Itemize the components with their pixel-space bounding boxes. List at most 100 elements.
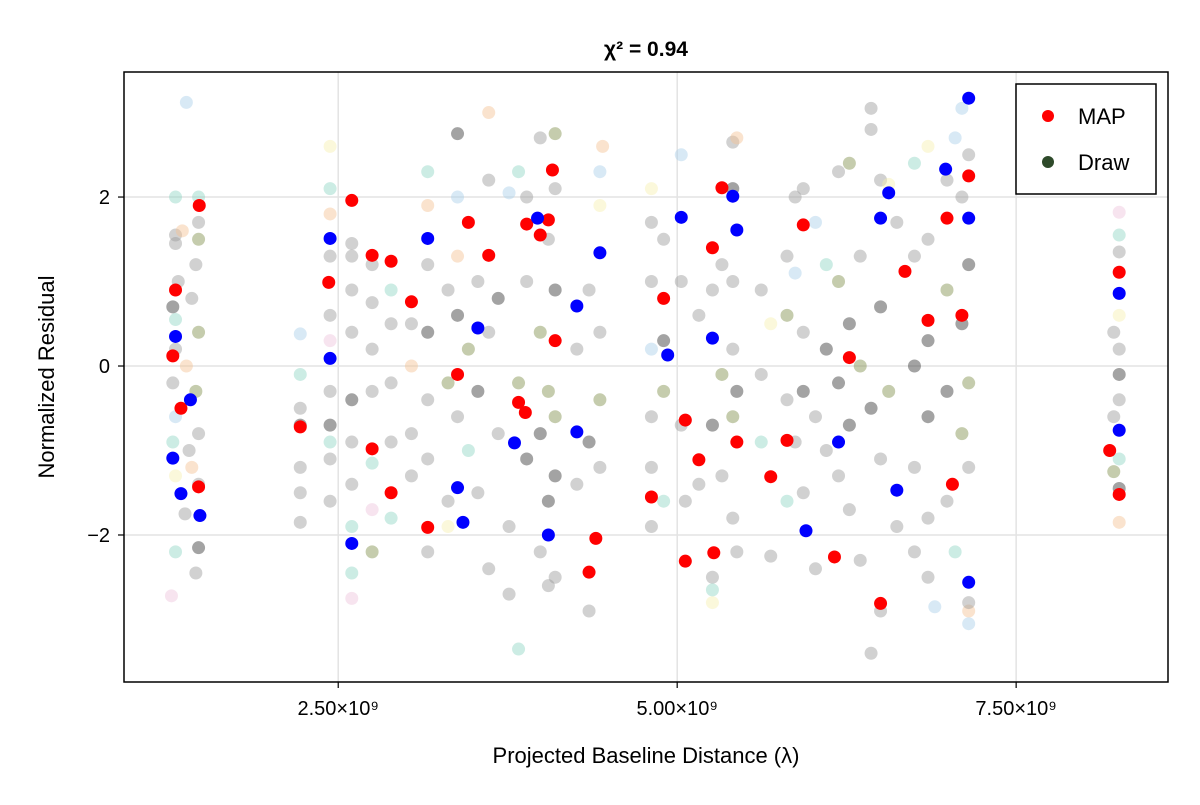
blue-point xyxy=(451,481,465,495)
draw-point xyxy=(293,327,307,341)
draw-point xyxy=(921,232,935,246)
draw-point xyxy=(169,545,183,559)
draw-point xyxy=(548,182,562,196)
plot-frame xyxy=(123,71,1169,683)
draw-point xyxy=(1112,228,1126,242)
draw-point xyxy=(582,604,596,618)
draw-point xyxy=(780,249,794,263)
x-tick-label: 2.50×10⁹ xyxy=(298,698,379,720)
draw-point xyxy=(874,300,888,314)
draw-point xyxy=(404,317,418,331)
draw-point xyxy=(796,182,810,196)
draw-point xyxy=(384,283,398,297)
blue-point xyxy=(962,211,976,225)
draw-point xyxy=(715,367,729,381)
draw-point xyxy=(166,300,180,314)
draw-point xyxy=(293,515,307,529)
blue-point xyxy=(456,515,470,529)
draw-point xyxy=(471,486,485,500)
blue-point xyxy=(1112,423,1126,437)
draw-point xyxy=(441,283,455,297)
draw-point xyxy=(726,342,740,356)
draw-point xyxy=(955,190,969,204)
draw-point xyxy=(593,325,607,339)
draw-point xyxy=(1112,452,1126,466)
draw-point xyxy=(921,334,935,348)
map-point xyxy=(898,264,912,278)
draw-point xyxy=(548,469,562,483)
draw-point xyxy=(451,127,465,141)
draw-point xyxy=(404,359,418,373)
draw-point xyxy=(512,642,526,656)
draw-point xyxy=(323,334,337,348)
draw-point xyxy=(808,410,822,424)
draw-point xyxy=(882,384,896,398)
map-point xyxy=(512,395,526,409)
draw-point xyxy=(192,427,206,441)
map-point xyxy=(582,565,596,579)
draw-point xyxy=(323,494,337,508)
map-point xyxy=(764,470,778,484)
legend-marker-draw xyxy=(1042,156,1054,168)
draw-point xyxy=(345,283,359,297)
map-point xyxy=(545,163,559,177)
draw-point xyxy=(955,427,969,441)
draw-point xyxy=(907,156,921,170)
draw-point xyxy=(1112,367,1126,381)
draw-point xyxy=(657,494,671,508)
grid xyxy=(124,72,1168,682)
draw-point xyxy=(928,600,942,614)
draw-point xyxy=(940,173,954,187)
draw-point xyxy=(520,452,534,466)
map-point xyxy=(461,215,475,229)
draw-point xyxy=(421,165,435,179)
draw-point xyxy=(185,291,199,305)
draw-point xyxy=(169,190,183,204)
map-point xyxy=(1112,265,1126,279)
map-point xyxy=(520,217,534,231)
draw-point xyxy=(541,579,555,593)
draw-point xyxy=(323,308,337,322)
draw-point xyxy=(726,275,740,289)
draw-point xyxy=(169,469,183,483)
draw-point xyxy=(962,376,976,390)
map-point xyxy=(365,442,379,456)
blue-point xyxy=(345,536,359,550)
x-tick-label: 5.00×10⁹ xyxy=(636,698,717,720)
draw-point xyxy=(502,186,516,200)
draw-point xyxy=(179,359,193,373)
draw-point xyxy=(907,460,921,474)
draw-point xyxy=(1112,342,1126,356)
draw-point xyxy=(451,190,465,204)
blue-point xyxy=(471,321,485,335)
draw-point xyxy=(940,384,954,398)
draw-point xyxy=(730,384,744,398)
draw-point xyxy=(185,460,199,474)
legend-label-draw: Draw xyxy=(1078,150,1129,175)
axis-ticks: 2.50×10⁹ 5.00×10⁹ 7.50×10⁹ −2 0 2 xyxy=(87,187,1057,720)
draw-point xyxy=(541,494,555,508)
draw-point xyxy=(819,444,833,458)
map-point xyxy=(945,477,959,491)
draw-point xyxy=(512,165,526,179)
blue-point xyxy=(874,211,888,225)
draw-point xyxy=(384,317,398,331)
draw-point xyxy=(788,266,802,280)
draw-point xyxy=(962,148,976,162)
draw-point xyxy=(644,342,658,356)
draw-point xyxy=(441,520,455,534)
draw-point xyxy=(482,325,496,339)
draw-point xyxy=(384,376,398,390)
draw-point xyxy=(692,308,706,322)
draw-point xyxy=(421,545,435,559)
blue-point xyxy=(323,231,337,245)
draw-point xyxy=(471,384,485,398)
map-point xyxy=(192,480,206,494)
draw-point xyxy=(404,469,418,483)
map-point xyxy=(166,349,180,363)
draw-point xyxy=(365,258,379,272)
draw-point xyxy=(482,562,496,576)
map-point xyxy=(962,169,976,183)
draw-point xyxy=(548,410,562,424)
blue-point xyxy=(1112,286,1126,300)
